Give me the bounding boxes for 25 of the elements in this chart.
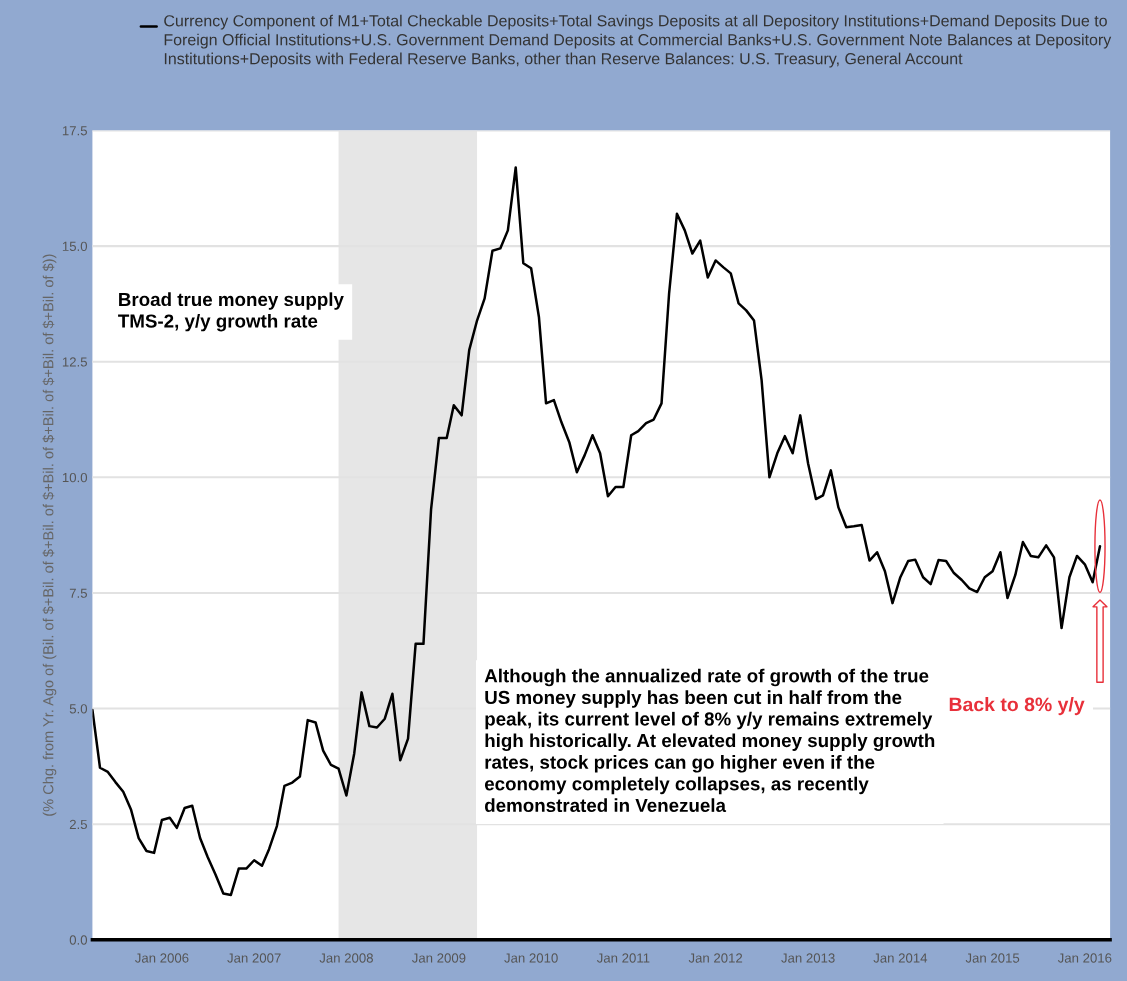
x-tick-label: Jan 2016 bbox=[1057, 953, 1112, 963]
annotation: Although the annualized rate of growth of the true US money supply has been cut in half from the peak, its current level of 8% y/y remains extremely high historically. At elevated money supply growth rates, stock prices can go higher even if the economy completely collapses, as recently demonstrated in Venezuela bbox=[484, 668, 935, 813]
y-tick-label: 2.5 bbox=[69, 819, 87, 830]
annotation: Back to 8% y/y bbox=[949, 697, 1085, 716]
x-tick-label: Jan 2011 bbox=[596, 953, 650, 963]
x-tick-label: Jan 2015 bbox=[965, 953, 1020, 963]
x-tick-label: Jan 2010 bbox=[504, 953, 558, 963]
line-series bbox=[92, 166, 1102, 897]
x-tick-label: Jan 2008 bbox=[319, 953, 373, 963]
x-tick-label: Jan 2012 bbox=[688, 953, 743, 963]
x-tick-label: Jan 2009 bbox=[411, 953, 466, 963]
x-tick-label: Jan 2007 bbox=[227, 953, 281, 963]
legend-label: Currency Component of M1+Total Checkable Deposits+Total Savings Deposits at all Depository Institutions+Demand Deposits Due to Foreign Official Institutions+U.S. Government Demand Deposits at Commercial Banks+U.S. Government Note Balances at Depository Institutions+Deposits with Federal Reserve Banks, other than Reserve Balances: U.S. Treasury, General Account bbox=[164, 14, 1112, 68]
y-tick-label: 5.0 bbox=[69, 704, 88, 714]
annotation: Broad true money supply TMS-2, y/y growth rate bbox=[118, 292, 344, 332]
y-tick-label: 17.5 bbox=[62, 126, 87, 136]
y-tick-label: 15.0 bbox=[62, 241, 88, 251]
x-tick-label: Jan 2013 bbox=[781, 953, 835, 963]
x-tick-label: Jan 2006 bbox=[134, 953, 189, 963]
y-tick-label: 7.5 bbox=[69, 588, 87, 598]
y-axis-title: (% Chg. from Yr. Ago of (Bil. of $+Bil. of $+Bil. of $+Bil. of $+Bil. of $+Bil. of $+Bil. of $)) bbox=[42, 254, 57, 816]
y-tick-label: 0.0 bbox=[69, 935, 88, 945]
y-tick-label: 12.5 bbox=[62, 357, 87, 367]
x-tick-label: Jan 2014 bbox=[873, 953, 928, 963]
y-tick-label: 10.0 bbox=[62, 472, 88, 483]
